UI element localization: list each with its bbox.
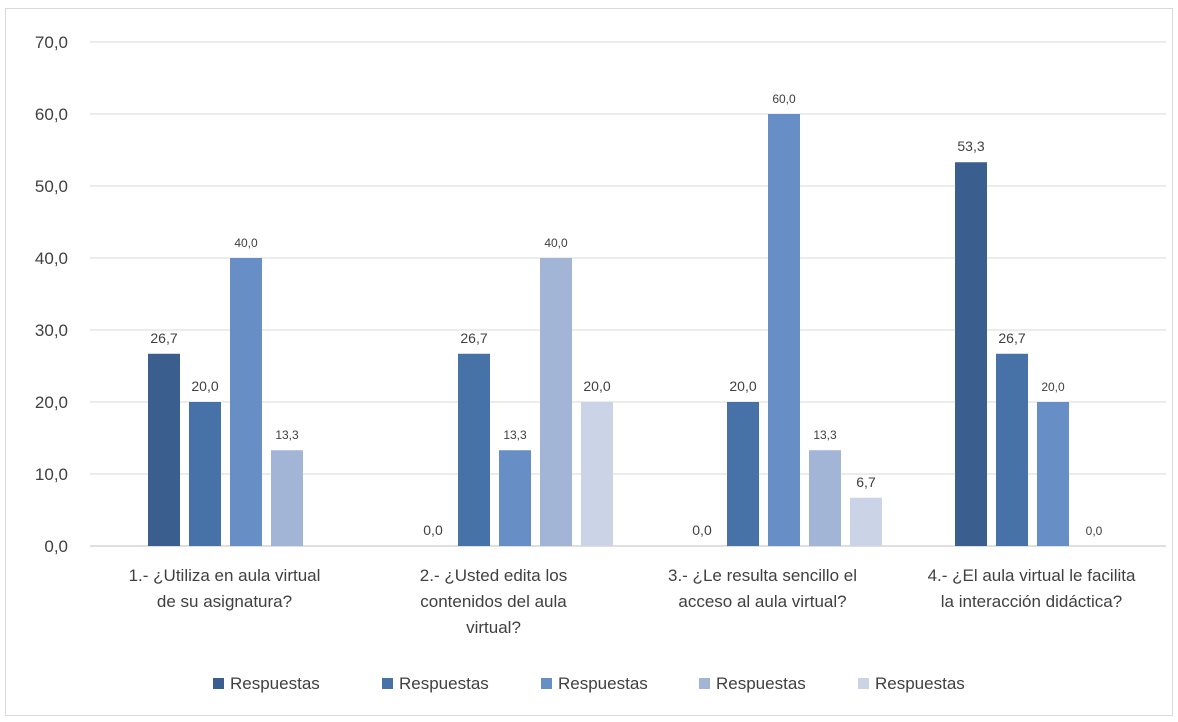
- legend-swatch: [699, 678, 710, 689]
- y-tick-label: 10,0: [35, 465, 68, 484]
- bar: [230, 258, 262, 546]
- data-label: 60,0: [772, 92, 796, 106]
- data-label: 0,0: [423, 522, 443, 538]
- y-tick-label: 40,0: [35, 249, 68, 268]
- bar: [581, 402, 613, 546]
- y-axis-ticks: 0,0 10,0 20,0 30,0 40,0 50,0 60,0 70,0: [35, 33, 68, 556]
- x-tick-label: 1.- ¿Utiliza en aula virtual de su asigna…: [129, 566, 321, 611]
- data-label: 26,7: [150, 330, 177, 346]
- bar: [148, 353, 180, 546]
- data-label: 20,0: [1041, 380, 1065, 394]
- x-tick-label: 4.- ¿El aula virtual le facilita la inter…: [928, 566, 1136, 611]
- legend: Respuestas Respuestas Respuestas Respuestas…: [213, 674, 965, 693]
- y-tick-label: 50,0: [35, 177, 68, 196]
- bar: [189, 402, 221, 546]
- y-tick-label: 30,0: [35, 321, 68, 340]
- bars: [148, 114, 1069, 547]
- bar: [850, 497, 882, 546]
- bar-chart: 0,010,020,030,040,050,060,070,0 26,70,0 0…: [35, 33, 1166, 693]
- bar: [809, 450, 841, 546]
- data-label: 26,7: [460, 330, 487, 346]
- bar: [768, 114, 800, 546]
- legend-swatch: [213, 678, 224, 689]
- chart-frame: 0,0 10,0 20,0 30,0 40,0 50,0 60,0 70,0 26,7 0,0 0…: [5, 8, 1173, 716]
- bar: [955, 162, 987, 547]
- legend-label: Respuestas: [875, 674, 965, 693]
- legend-label: Respuestas: [230, 674, 320, 693]
- bar: [727, 402, 759, 546]
- data-label: 0,0: [692, 522, 712, 538]
- legend-label: Respuestas: [716, 674, 806, 693]
- x-tick-label: 3.- ¿Le resulta sencillo el acceso al aul…: [668, 566, 857, 611]
- data-labels: 26,7 0,0 0,0 53,3 20,0 26,7 20,0 26,7 40,0 13,3 60…: [150, 92, 1102, 538]
- legend-label: Respuestas: [399, 674, 489, 693]
- data-label: 13,3: [503, 428, 527, 442]
- bar: [458, 353, 490, 546]
- data-label: 6,7: [856, 474, 876, 490]
- gridlines: [90, 41, 1166, 547]
- data-label: 40,0: [544, 236, 568, 250]
- x-axis-category-labels: 1.- ¿Utiliza en aula virtual de su asigna…: [129, 566, 1136, 637]
- legend-swatch: [858, 678, 869, 689]
- data-label: 53,3: [957, 138, 984, 154]
- data-label: 40,0: [234, 236, 258, 250]
- data-label: 20,0: [191, 378, 218, 394]
- legend-swatch: [541, 678, 552, 689]
- bar: [499, 450, 531, 546]
- bar: [540, 258, 572, 546]
- data-label: 13,3: [275, 428, 299, 442]
- y-tick-label: 70,0: [35, 33, 68, 52]
- data-label: 20,0: [583, 378, 610, 394]
- y-tick-label: 60,0: [35, 105, 68, 124]
- data-label: 26,7: [998, 330, 1025, 346]
- data-label: 0,0: [1086, 524, 1103, 538]
- legend-swatch: [382, 678, 393, 689]
- bar: [996, 353, 1028, 546]
- data-label: 13,3: [813, 428, 837, 442]
- y-tick-label: 20,0: [35, 393, 68, 412]
- x-tick-label: 2.- ¿Usted edita los contenidos del aula v…: [420, 566, 567, 637]
- data-label: 20,0: [729, 378, 756, 394]
- bar: [271, 450, 303, 546]
- y-tick-label: 0,0: [44, 537, 68, 556]
- legend-label: Respuestas: [558, 674, 648, 693]
- bar: [1037, 402, 1069, 546]
